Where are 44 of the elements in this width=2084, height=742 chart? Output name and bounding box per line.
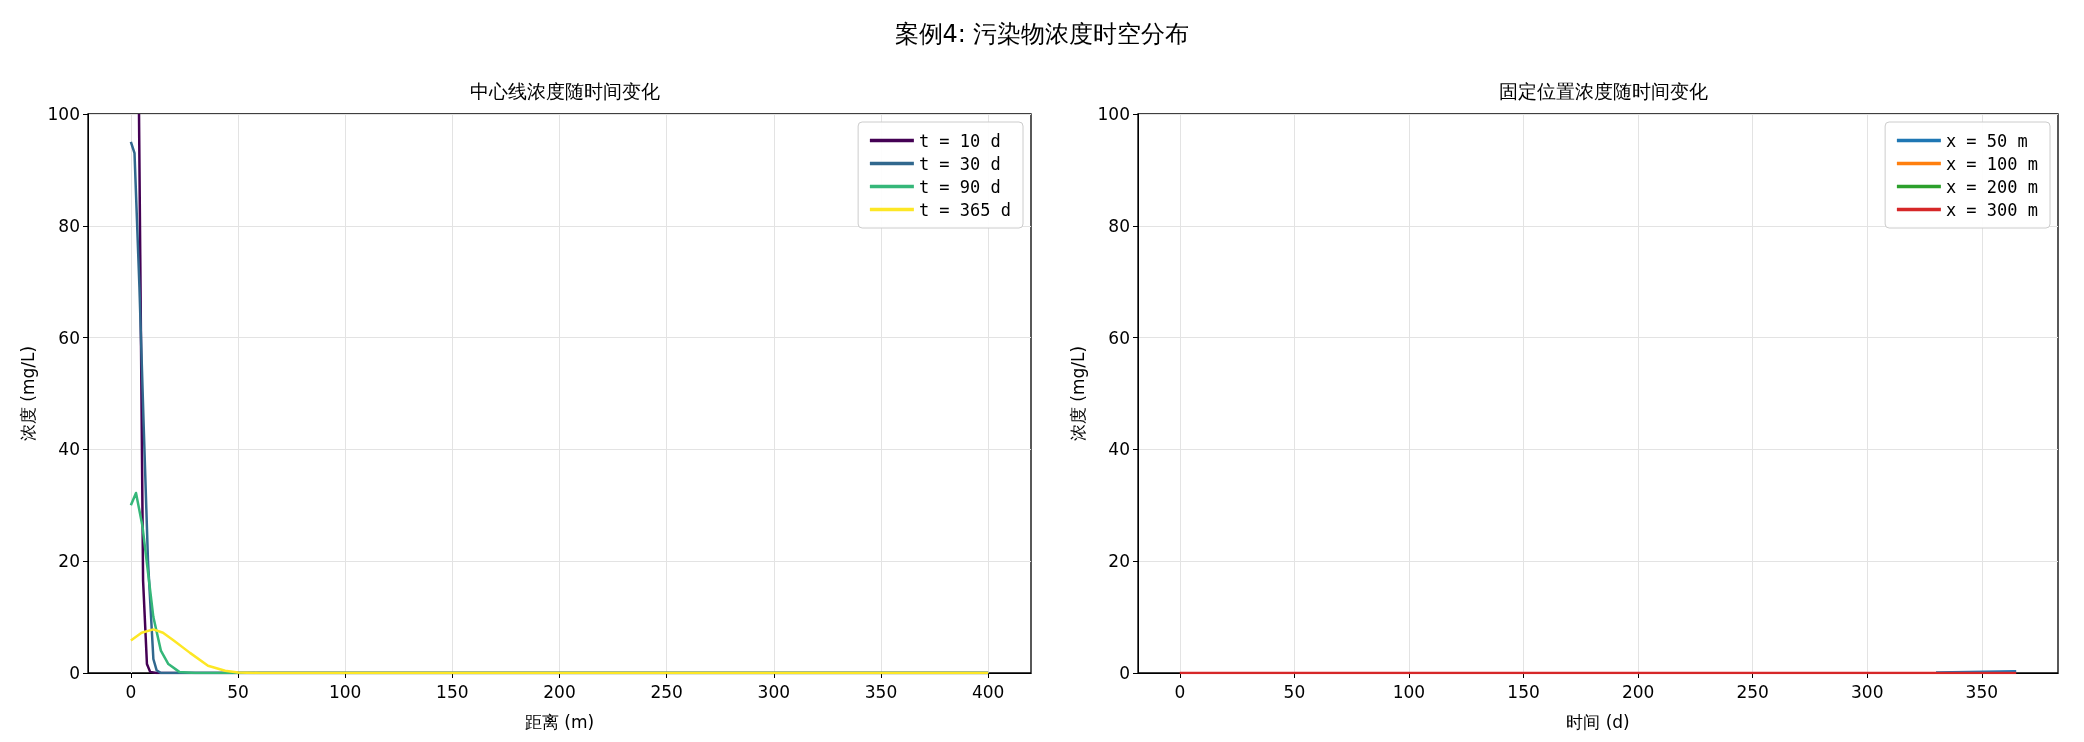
x-tick-label: 50 <box>1283 681 1306 702</box>
y-tick-label: 40 <box>1108 439 1130 460</box>
y-tick-label: 60 <box>58 327 80 348</box>
x-tick-label: 0 <box>1174 681 1186 702</box>
legend-label: t = 10 d <box>918 130 1001 151</box>
legend-label: t = 90 d <box>918 176 1001 197</box>
x-tick-label: 300 <box>757 681 791 702</box>
x-tick-label: 150 <box>1507 681 1540 702</box>
y-tick-label: 80 <box>1108 215 1130 236</box>
x-tick-label: 200 <box>1621 681 1655 702</box>
legend-label: x = 50 m <box>1945 130 2028 151</box>
legend-label: x = 200 m <box>1945 176 2039 197</box>
y-tick-label: 60 <box>1108 327 1130 348</box>
y-tick-label: 40 <box>58 439 80 460</box>
y-tick-label: 100 <box>1097 104 1130 124</box>
x-tick-label: 400 <box>971 681 1005 702</box>
y-tick-label: 20 <box>58 551 80 572</box>
x-tick-label: 250 <box>1736 681 1769 702</box>
x-axis-title: 时间 (d) <box>1566 711 1630 732</box>
x-tick-label: 300 <box>1851 681 1884 702</box>
x-axis-title: 距离 (m) <box>524 711 595 732</box>
x-tick-label: 50 <box>227 681 249 702</box>
legend-label: t = 365 d <box>918 199 1012 220</box>
y-axis-title: 浓度 (mg/L) <box>1067 345 1088 442</box>
chart-subtitle: 固定位置浓度随时间变化 <box>1498 79 1708 102</box>
chart-subtitle: 中心线浓度随时间变化 <box>469 79 660 102</box>
x-tick-label: 350 <box>1965 681 1999 702</box>
x-tick-label: 150 <box>436 681 469 702</box>
x-tick-label: 200 <box>543 681 576 702</box>
legend-label: x = 100 m <box>1945 153 2039 174</box>
y-tick-label: 20 <box>1108 551 1130 572</box>
legend-label: x = 300 m <box>1945 199 2039 220</box>
x-tick-label: 100 <box>1392 681 1426 702</box>
y-tick-label: 100 <box>47 104 80 124</box>
y-axis-title: 浓度 (mg/L) <box>17 345 38 442</box>
x-tick-label: 100 <box>328 681 362 702</box>
legend-label: t = 30 d <box>918 153 1001 174</box>
x-tick-label: 0 <box>125 681 137 702</box>
y-tick-label: 0 <box>69 663 80 683</box>
x-tick-label: 350 <box>864 681 898 702</box>
chart-title: 案例4: 污染物浓度时空分布 <box>893 19 1191 50</box>
y-tick-label: 80 <box>58 215 80 236</box>
y-tick-label: 0 <box>1119 663 1130 683</box>
x-tick-label: 250 <box>650 681 683 702</box>
